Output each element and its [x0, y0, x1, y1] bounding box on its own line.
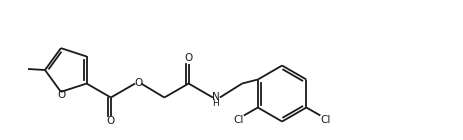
Text: O: O	[57, 90, 66, 100]
Text: O: O	[106, 116, 115, 126]
Text: H: H	[212, 99, 219, 108]
Text: O: O	[184, 53, 192, 63]
Text: O: O	[134, 78, 142, 88]
Text: N: N	[212, 92, 219, 102]
Text: Cl: Cl	[319, 115, 330, 125]
Text: Cl: Cl	[233, 115, 244, 125]
